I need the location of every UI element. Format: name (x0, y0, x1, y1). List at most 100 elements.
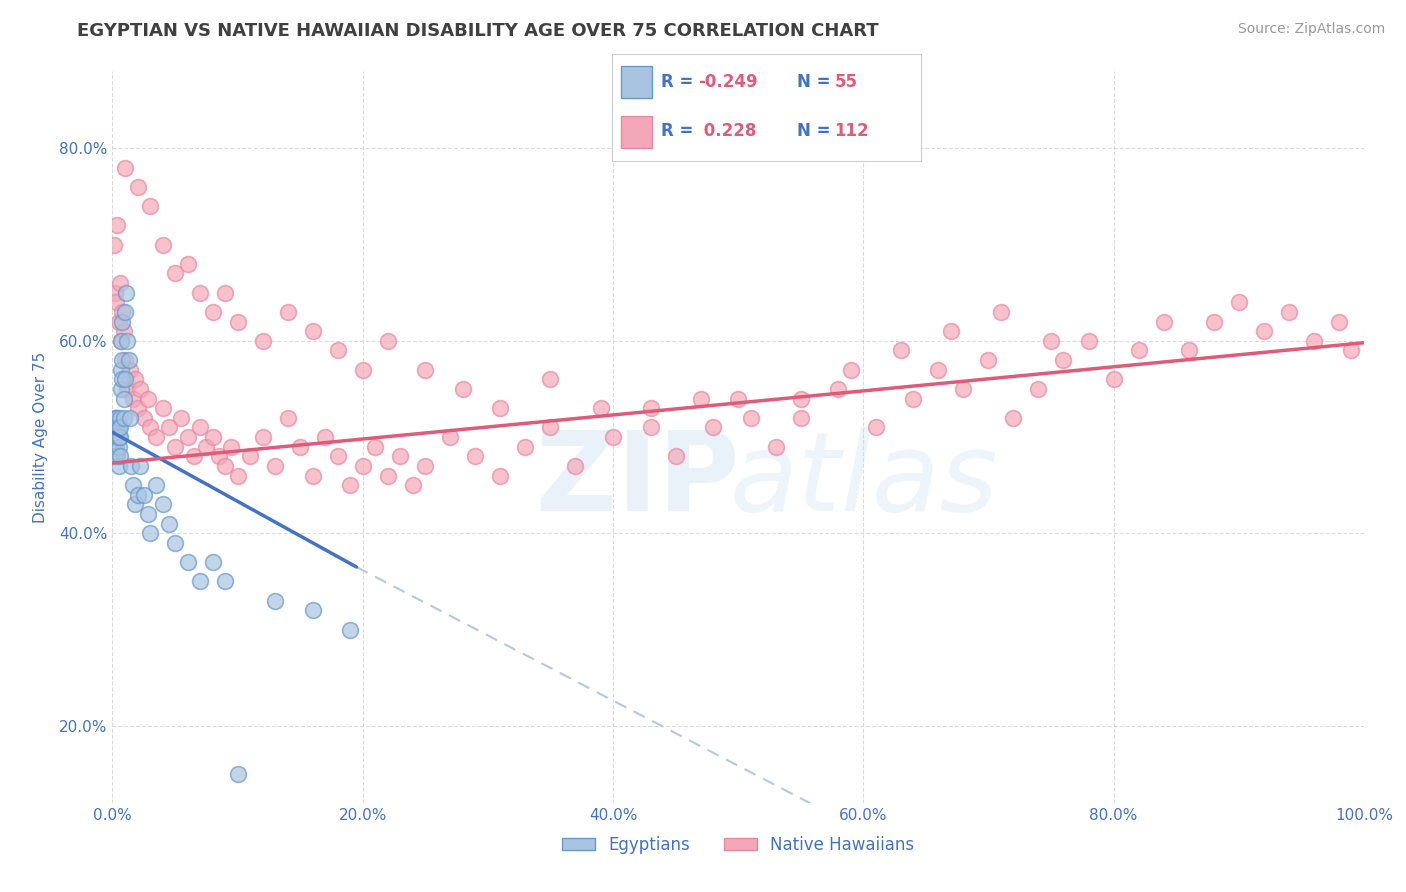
Text: N =: N = (797, 121, 837, 139)
Point (136, 392, 159, 406)
Text: Source: ZipAtlas.com: Source: ZipAtlas.com (1237, 22, 1385, 37)
Point (214, 574, 236, 589)
Point (301, 603, 323, 617)
Point (145, 430, 167, 444)
Point (214, 458, 236, 473)
Point (538, 372, 561, 386)
Point (339, 478, 361, 492)
Point (114, 305, 136, 319)
Point (110, 382, 132, 396)
Point (107, 430, 129, 444)
Point (790, 392, 813, 406)
Point (589, 401, 612, 416)
Point (121, 478, 143, 492)
Point (890, 343, 912, 358)
Point (114, 372, 136, 386)
Point (110, 362, 132, 376)
Point (301, 324, 323, 338)
Point (107, 420, 129, 434)
Point (176, 430, 198, 444)
Point (538, 420, 561, 434)
Point (1153, 315, 1175, 329)
Point (489, 468, 512, 483)
Point (111, 305, 134, 319)
Text: ZIP: ZIP (536, 427, 740, 534)
Point (226, 315, 249, 329)
Point (1128, 343, 1150, 358)
FancyBboxPatch shape (621, 116, 652, 148)
Point (1102, 372, 1125, 386)
Point (765, 440, 787, 454)
Point (221, 440, 243, 454)
Point (145, 478, 167, 492)
Point (112, 410, 135, 425)
Point (664, 450, 686, 464)
Point (163, 267, 186, 281)
Point (114, 353, 136, 368)
Point (290, 440, 312, 454)
Point (952, 382, 974, 396)
Point (640, 401, 662, 416)
Point (170, 410, 193, 425)
Point (107, 440, 129, 454)
Point (1177, 343, 1199, 358)
Point (702, 420, 724, 434)
Point (214, 285, 236, 300)
Point (105, 420, 128, 434)
Point (152, 498, 174, 512)
Point (264, 593, 287, 607)
Point (413, 362, 436, 376)
FancyBboxPatch shape (621, 66, 652, 98)
Point (195, 440, 218, 454)
Point (977, 353, 1000, 368)
Point (105, 430, 128, 444)
Point (108, 410, 131, 425)
Text: 55: 55 (834, 73, 858, 91)
Point (326, 343, 349, 358)
Point (115, 285, 138, 300)
Point (118, 410, 141, 425)
Point (127, 401, 149, 416)
Point (188, 420, 211, 434)
Point (352, 362, 374, 376)
Point (163, 440, 186, 454)
Point (117, 334, 139, 348)
Point (1227, 295, 1250, 310)
Point (314, 430, 336, 444)
Point (136, 507, 159, 521)
Point (129, 458, 152, 473)
Point (602, 430, 624, 444)
Point (105, 440, 128, 454)
Point (1253, 324, 1275, 338)
Point (103, 440, 125, 454)
Point (827, 382, 849, 396)
Point (111, 353, 134, 368)
Point (377, 334, 399, 348)
Point (640, 420, 662, 434)
Point (389, 450, 412, 464)
Point (105, 295, 128, 310)
Point (107, 458, 129, 473)
Point (157, 420, 180, 434)
Text: 112: 112 (834, 121, 869, 139)
Point (111, 315, 134, 329)
Point (104, 430, 127, 444)
Point (108, 450, 131, 464)
Point (927, 362, 949, 376)
Point (104, 450, 127, 464)
Point (120, 458, 142, 473)
Point (132, 488, 155, 502)
Point (1077, 334, 1099, 348)
Point (188, 574, 211, 589)
Point (111, 372, 134, 386)
Text: R =: R = (661, 121, 699, 139)
Point (1039, 334, 1063, 348)
Point (264, 458, 287, 473)
Point (118, 362, 141, 376)
Point (865, 420, 887, 434)
Point (201, 430, 224, 444)
Point (1002, 410, 1025, 425)
Point (118, 353, 141, 368)
Point (326, 450, 349, 464)
Point (277, 305, 299, 319)
